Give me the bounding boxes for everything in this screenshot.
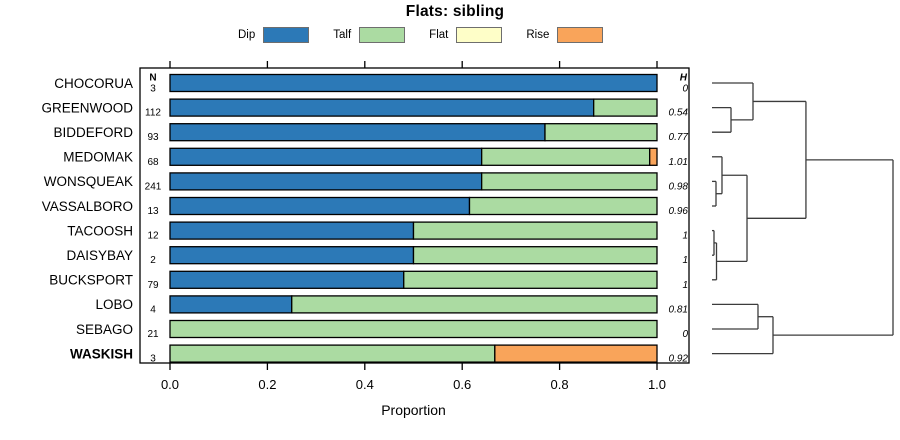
- n-value: 4: [150, 304, 156, 315]
- bar-segment-talf: [169, 319, 658, 339]
- row-label: BIDDEFORD: [53, 125, 133, 140]
- h-value: 1.01: [669, 157, 688, 168]
- h-value: 0.96: [669, 206, 689, 217]
- row-label: TACOOSH: [67, 223, 133, 238]
- row-label: MEDOMAK: [63, 150, 133, 165]
- h-column-header: H: [680, 73, 688, 84]
- h-value: 0.92: [669, 354, 689, 365]
- h-value: 0.98: [669, 181, 689, 192]
- x-tick-label: 0.4: [356, 377, 374, 392]
- bar-segment-talf: [403, 270, 658, 289]
- n-value: 12: [147, 231, 159, 242]
- n-value: 21: [147, 329, 159, 340]
- bar-segment-dip: [169, 246, 415, 265]
- n-value: 68: [147, 157, 159, 168]
- bar-segment-talf: [291, 295, 658, 314]
- n-column-header: N: [149, 73, 156, 84]
- n-value: 13: [147, 206, 159, 217]
- bar-segment-talf: [412, 246, 658, 265]
- h-value: 0.77: [669, 132, 689, 143]
- bar-segment-dip: [169, 98, 595, 117]
- bar-segment-talf: [544, 123, 658, 142]
- legend-item-talf: Talf: [333, 27, 406, 43]
- row-label: CHOCORUA: [54, 76, 133, 91]
- bar-segment-dip: [169, 221, 415, 240]
- legend: Dip Talf Flat Rise: [238, 27, 627, 43]
- row-label: SEBAGO: [76, 322, 133, 337]
- h-value: 0.81: [669, 304, 688, 315]
- n-value: 241: [145, 181, 162, 192]
- bar-segment-talf: [481, 172, 658, 191]
- bar-segment-talf: [481, 147, 651, 166]
- x-tick-label: 0.2: [258, 377, 276, 392]
- bar-segment-talf: [169, 344, 496, 363]
- n-value: 93: [147, 132, 159, 143]
- legend-label-dip: Dip: [238, 29, 256, 41]
- h-value: 0.54: [669, 108, 689, 119]
- bar-segment-talf: [593, 98, 658, 117]
- bar-segment-talf: [412, 221, 658, 240]
- n-value: 112: [145, 108, 161, 119]
- row-label: WASKISH: [70, 346, 133, 361]
- row-label: GREENWOOD: [41, 100, 133, 115]
- legend-swatch-talf: [359, 27, 406, 43]
- bar-segment-dip: [169, 147, 483, 166]
- bar-segment-dip: [169, 270, 405, 289]
- h-value: 1: [682, 255, 688, 266]
- row-label: BUCKSPORT: [49, 273, 133, 288]
- row-label: VASSALBORO: [42, 199, 133, 214]
- legend-swatch-rise: [557, 27, 604, 43]
- h-value: 1: [682, 280, 688, 291]
- x-tick-label: 0.6: [453, 377, 471, 392]
- bar-segment-dip: [169, 73, 658, 93]
- row-label: WONSQUEAK: [44, 174, 133, 189]
- n-value: 3: [150, 354, 156, 365]
- bar-segment-dip: [169, 172, 483, 191]
- row-label: DAISYBAY: [66, 248, 133, 263]
- bar-segment-talf: [468, 196, 658, 216]
- n-value: 79: [147, 280, 159, 291]
- bar-segment-dip: [169, 123, 546, 142]
- row-label: LOBO: [95, 297, 133, 312]
- h-value: 0: [682, 329, 688, 340]
- legend-label-rise: Rise: [526, 29, 550, 41]
- legend-swatch-dip: [263, 27, 310, 43]
- legend-label-talf: Talf: [333, 29, 352, 41]
- h-value: 0: [682, 84, 688, 95]
- n-value: 2: [150, 255, 156, 266]
- plot-box: [139, 67, 690, 364]
- x-tick-label: 1.0: [648, 377, 666, 392]
- x-axis-title: Proportion: [381, 402, 446, 418]
- x-tick-label: 0.0: [161, 377, 179, 392]
- h-value: 1: [682, 231, 688, 242]
- bar-segment-dip: [169, 295, 293, 314]
- n-value: 3: [150, 84, 156, 95]
- legend-item-dip: Dip: [238, 27, 310, 43]
- bar-segment-rise: [649, 147, 658, 166]
- x-tick-label: 0.8: [551, 377, 569, 392]
- legend-label-flat: Flat: [429, 29, 449, 41]
- bar-segment-rise: [494, 344, 658, 363]
- legend-item-rise: Rise: [526, 27, 604, 43]
- legend-item-flat: Flat: [429, 27, 503, 43]
- bar-segment-dip: [169, 196, 471, 216]
- legend-swatch-flat: [456, 27, 503, 43]
- chart-title: Flats: sibling: [405, 3, 505, 20]
